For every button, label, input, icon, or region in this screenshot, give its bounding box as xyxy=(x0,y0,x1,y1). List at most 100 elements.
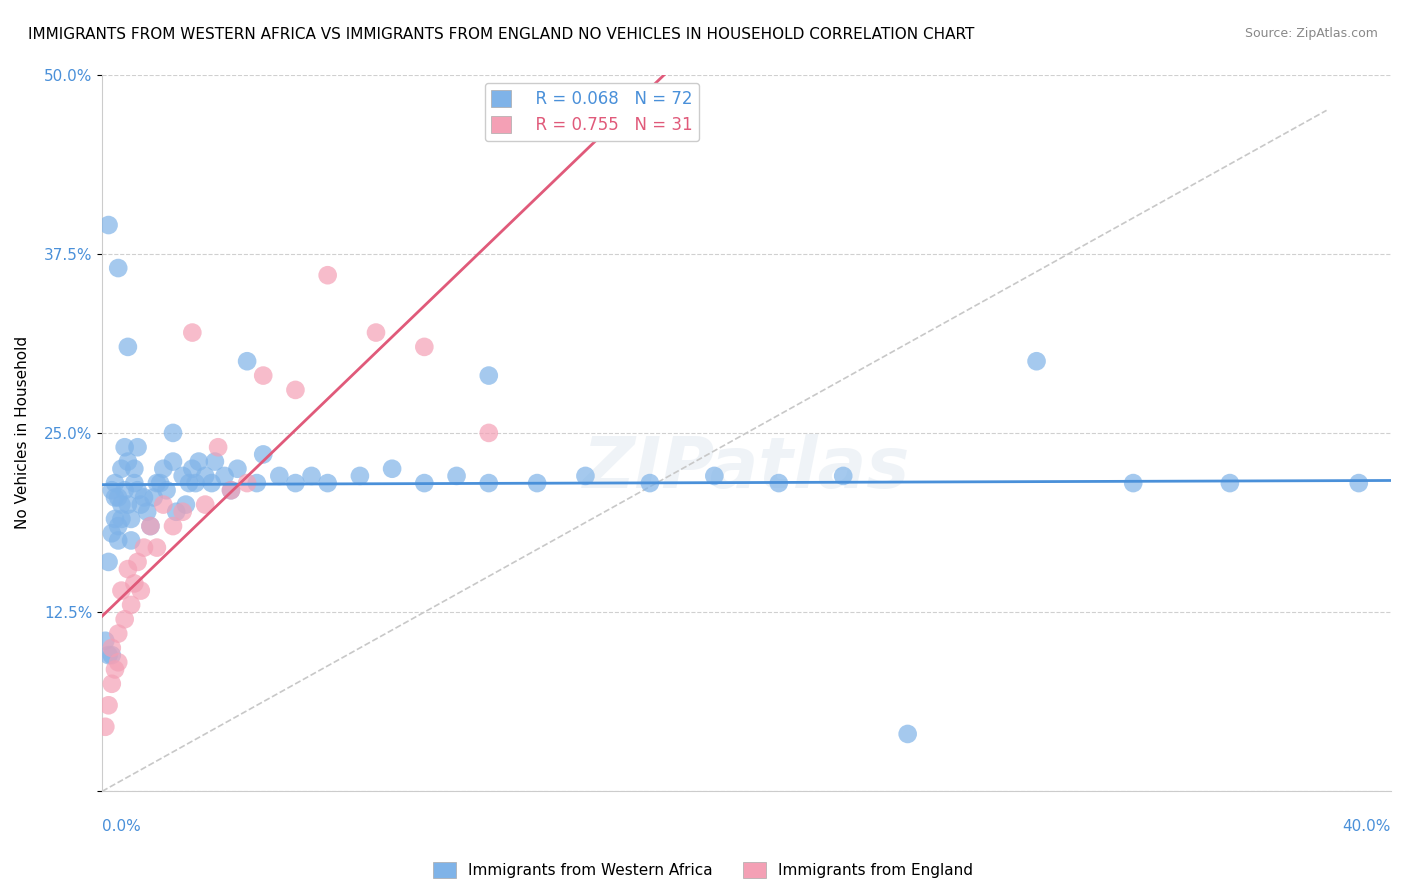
Point xyxy=(152,498,174,512)
Point xyxy=(97,218,120,232)
Point xyxy=(97,648,120,662)
Legend: Immigrants from Western Africa, Immigrants from England: Immigrants from Western Africa, Immigran… xyxy=(426,856,980,884)
Point xyxy=(219,483,242,498)
Point xyxy=(146,476,169,491)
Point xyxy=(179,476,201,491)
Point xyxy=(252,368,274,383)
Point xyxy=(139,519,162,533)
Point xyxy=(219,483,242,498)
Point xyxy=(97,698,120,713)
Point xyxy=(107,626,129,640)
Point xyxy=(364,326,387,340)
Point xyxy=(174,498,197,512)
Point xyxy=(526,476,548,491)
Point xyxy=(104,663,127,677)
Text: IMMIGRANTS FROM WESTERN AFRICA VS IMMIGRANTS FROM ENGLAND NO VEHICLES IN HOUSEHO: IMMIGRANTS FROM WESTERN AFRICA VS IMMIGR… xyxy=(28,27,974,42)
Point xyxy=(172,469,194,483)
Point xyxy=(1219,476,1241,491)
Point xyxy=(284,476,307,491)
Point xyxy=(201,476,224,491)
Point xyxy=(120,533,142,548)
Point xyxy=(284,383,307,397)
Point xyxy=(110,512,132,526)
Point xyxy=(1122,476,1144,491)
Point xyxy=(194,498,217,512)
Point xyxy=(114,483,136,498)
Point xyxy=(897,727,920,741)
Point xyxy=(236,476,259,491)
Point xyxy=(478,368,501,383)
Point xyxy=(162,519,184,533)
Point xyxy=(124,462,146,476)
Point xyxy=(172,505,194,519)
Point xyxy=(117,498,139,512)
Point xyxy=(413,476,436,491)
Point xyxy=(574,469,596,483)
Point xyxy=(155,483,177,498)
Point xyxy=(181,326,204,340)
Point xyxy=(139,519,162,533)
Point xyxy=(832,469,855,483)
Point xyxy=(124,576,146,591)
Point xyxy=(142,491,165,505)
Point xyxy=(94,720,117,734)
Point xyxy=(124,476,146,491)
Point xyxy=(207,440,229,454)
Point xyxy=(120,598,142,612)
Point xyxy=(1025,354,1047,368)
Point xyxy=(107,491,129,505)
Point xyxy=(110,462,132,476)
Point xyxy=(301,469,323,483)
Point xyxy=(107,655,129,669)
Point xyxy=(136,505,159,519)
Point xyxy=(152,462,174,476)
Point xyxy=(269,469,291,483)
Point xyxy=(127,555,149,569)
Point xyxy=(104,512,127,526)
Point xyxy=(194,469,217,483)
Point xyxy=(478,425,501,440)
Point xyxy=(132,491,155,505)
Point xyxy=(127,483,149,498)
Point xyxy=(349,469,371,483)
Y-axis label: No Vehicles in Household: No Vehicles in Household xyxy=(15,336,30,530)
Point xyxy=(165,505,187,519)
Text: ZIPatlas: ZIPatlas xyxy=(583,434,910,503)
Point xyxy=(478,476,501,491)
Text: 0.0%: 0.0% xyxy=(103,819,141,833)
Point xyxy=(132,541,155,555)
Point xyxy=(1347,476,1369,491)
Point xyxy=(117,340,139,354)
Point xyxy=(162,454,184,468)
Text: Source: ZipAtlas.com: Source: ZipAtlas.com xyxy=(1244,27,1378,40)
Point xyxy=(120,512,142,526)
Point xyxy=(104,476,127,491)
Point xyxy=(446,469,468,483)
Point xyxy=(104,491,127,505)
Point xyxy=(107,519,129,533)
Point xyxy=(110,498,132,512)
Point xyxy=(101,483,124,498)
Point xyxy=(381,462,404,476)
Point xyxy=(101,640,124,655)
Point xyxy=(236,354,259,368)
Point xyxy=(101,677,124,691)
Point xyxy=(110,583,132,598)
Point xyxy=(768,476,790,491)
Text: 40.0%: 40.0% xyxy=(1343,819,1391,833)
Point xyxy=(149,476,172,491)
Point xyxy=(117,562,139,576)
Point xyxy=(703,469,725,483)
Point xyxy=(184,476,207,491)
Point xyxy=(316,476,339,491)
Point xyxy=(252,447,274,461)
Point xyxy=(117,454,139,468)
Point xyxy=(101,526,124,541)
Point xyxy=(107,261,129,276)
Point xyxy=(214,469,236,483)
Legend:   R = 0.068   N = 72,   R = 0.755   N = 31: R = 0.068 N = 72, R = 0.755 N = 31 xyxy=(485,83,699,141)
Point xyxy=(94,633,117,648)
Point xyxy=(204,454,226,468)
Point xyxy=(129,583,152,598)
Point xyxy=(226,462,249,476)
